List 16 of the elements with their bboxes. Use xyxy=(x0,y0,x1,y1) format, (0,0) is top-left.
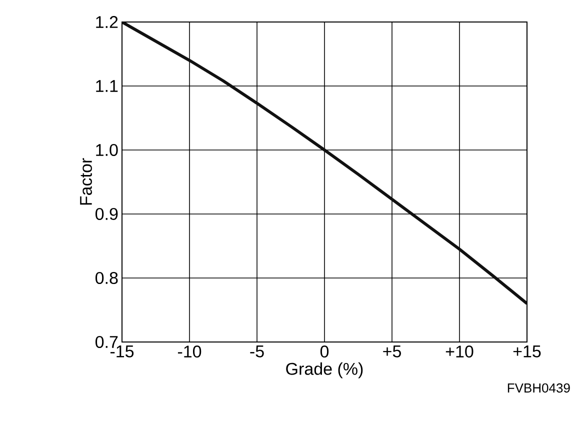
x-tick-label: +15 xyxy=(513,346,541,358)
x-tick-label: -15 xyxy=(110,346,134,358)
x-tick-label: +10 xyxy=(446,346,474,358)
y-tick-label: 1.0 xyxy=(96,144,118,156)
x-tick-label: -10 xyxy=(178,346,202,358)
y-tick-label: 0.9 xyxy=(96,208,118,220)
y-axis-title: Factor xyxy=(80,158,92,205)
y-tick-label: 1.2 xyxy=(96,16,118,28)
x-tick-label: +5 xyxy=(383,346,401,358)
y-tick-label: 0.7 xyxy=(96,336,118,348)
x-axis-title: Grade (%) xyxy=(286,362,363,378)
text: FVBH0439 xyxy=(508,383,570,393)
y-tick-label: 1.1 xyxy=(96,80,118,92)
y-tick-label: 0.8 xyxy=(96,272,118,284)
x-tick-label: 0 xyxy=(320,346,329,358)
x-tick-label: -5 xyxy=(250,346,264,358)
